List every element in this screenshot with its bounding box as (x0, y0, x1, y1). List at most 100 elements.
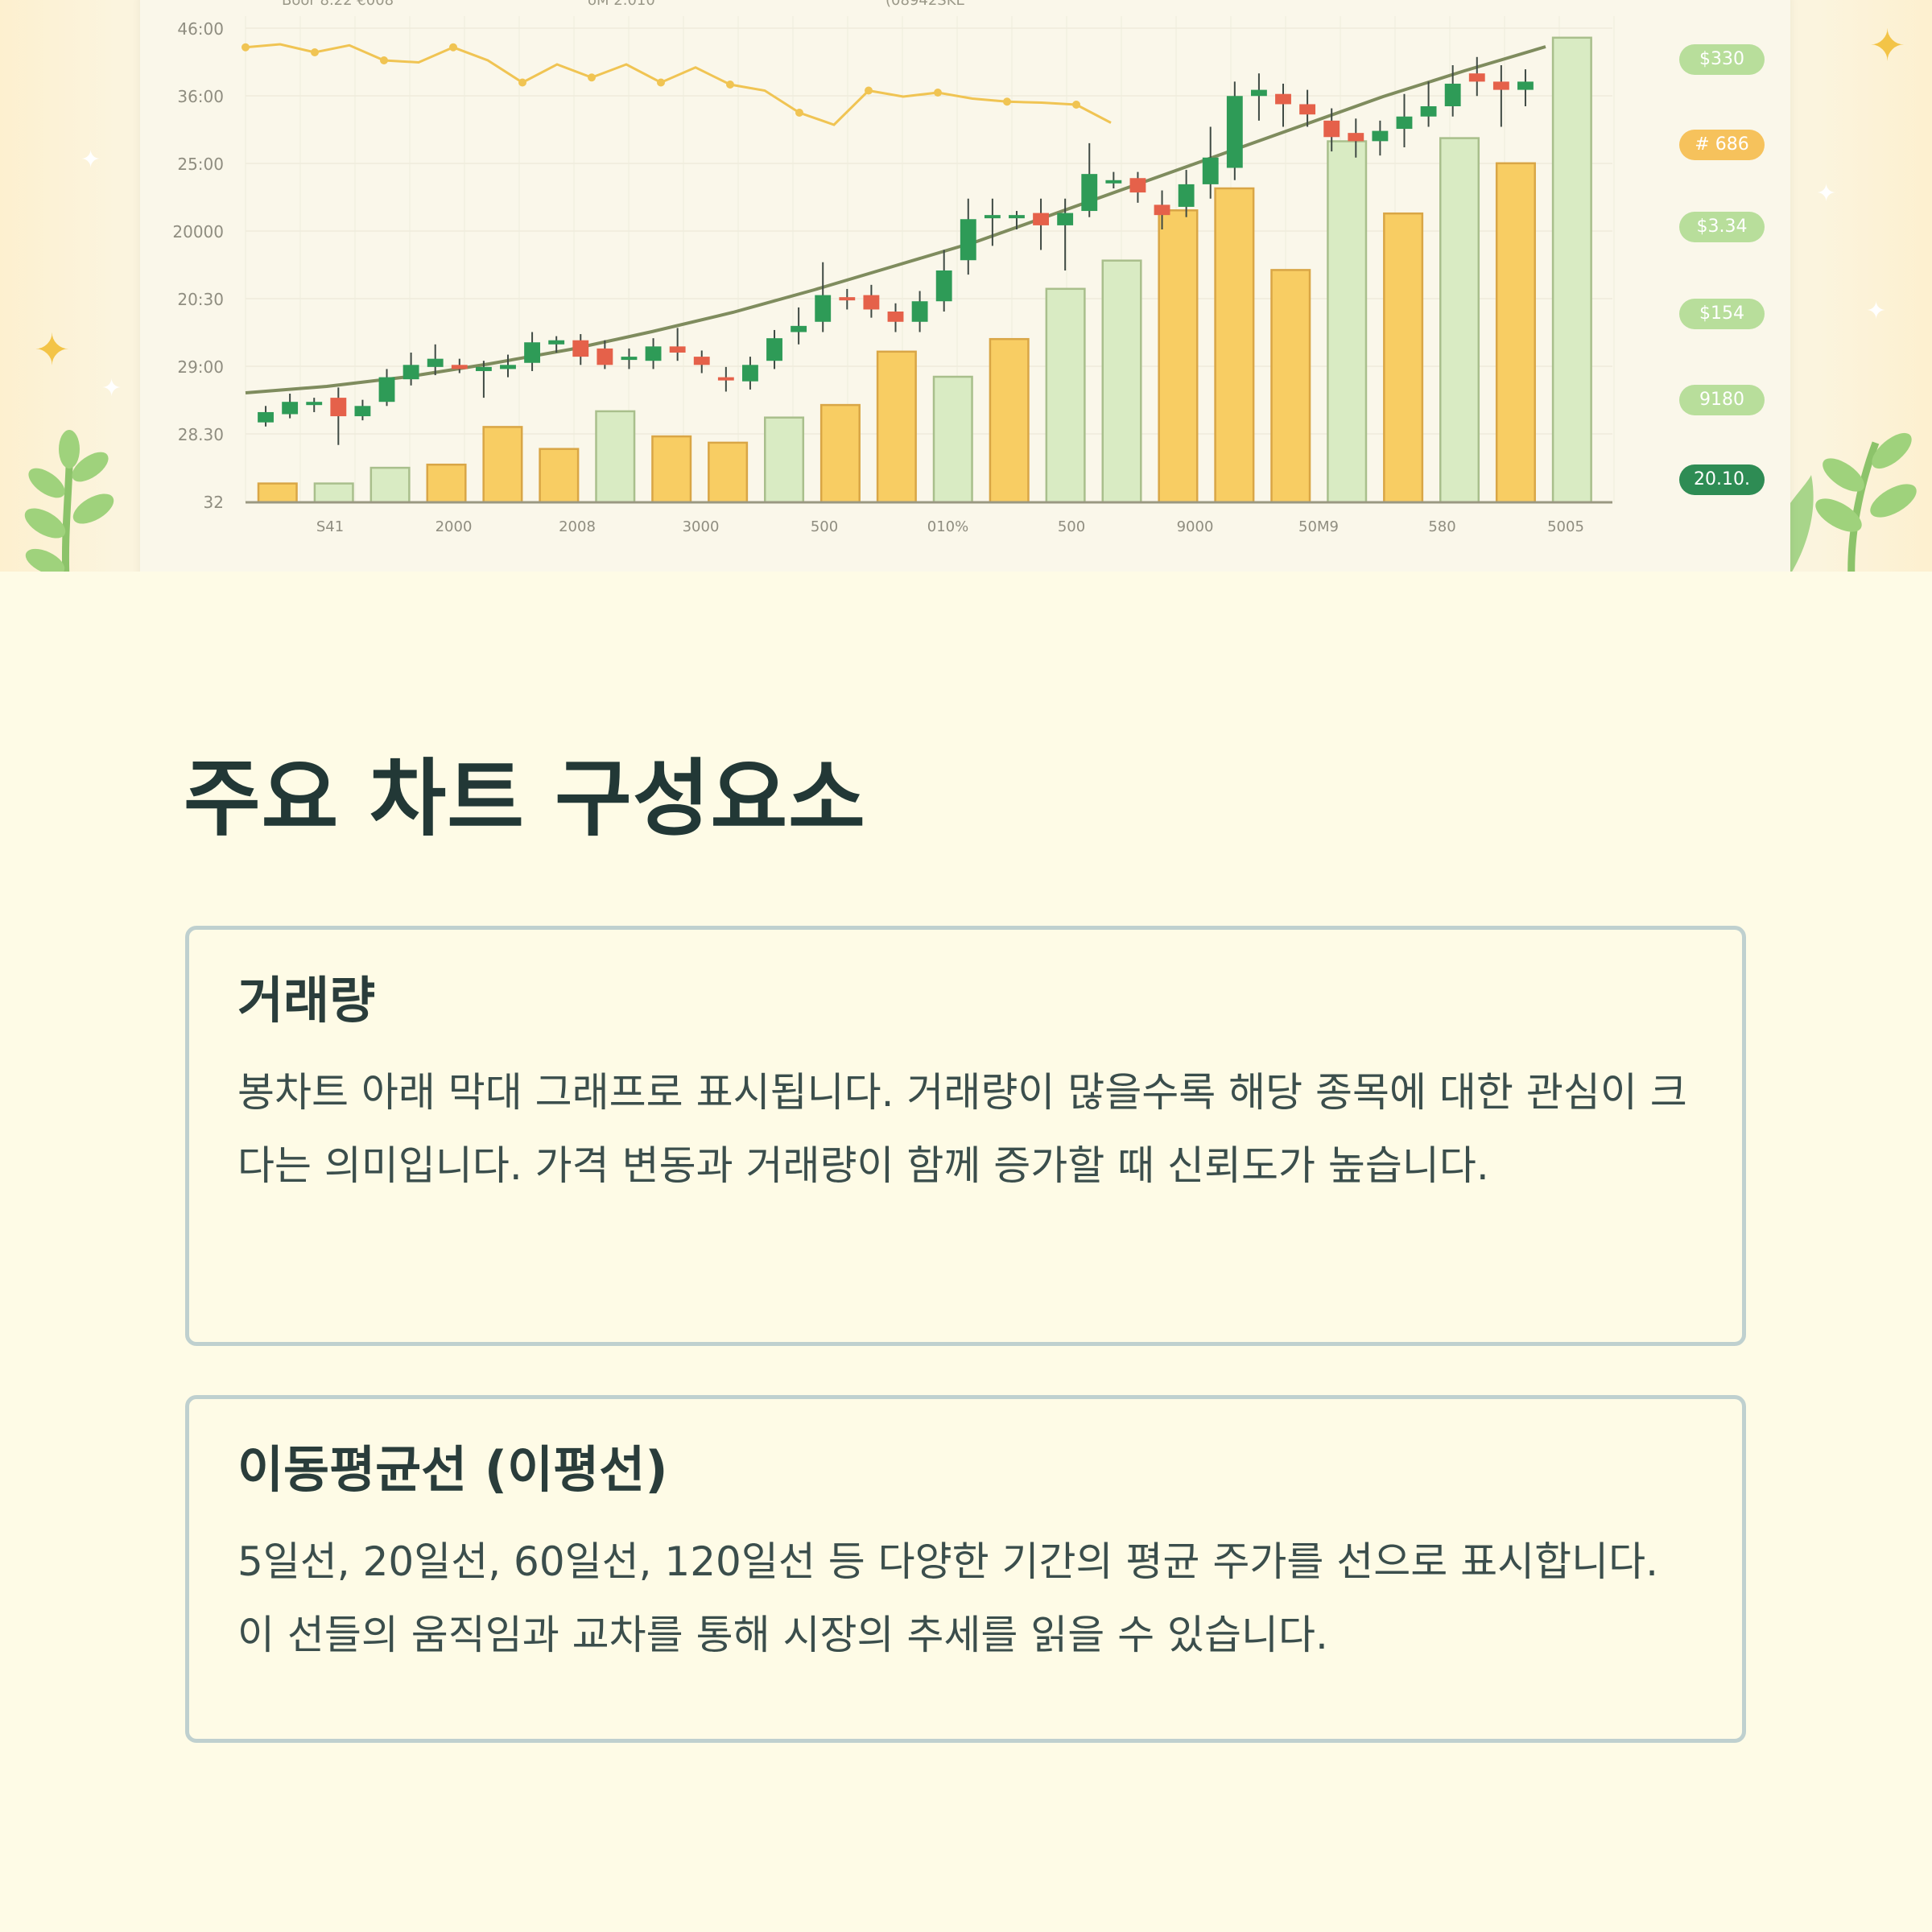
x-tick-label: S41 (316, 518, 344, 535)
leaf-left-icon (24, 430, 114, 572)
y-tick-label: 29:00 (177, 357, 224, 377)
candle-body (1420, 106, 1437, 117)
volume-bar (876, 350, 917, 504)
x-tick-label: 500 (1058, 518, 1085, 535)
candle-body (1299, 104, 1316, 115)
y-tick-label: 25:00 (177, 155, 224, 174)
candle-body (1033, 213, 1049, 225)
candle-body (887, 312, 904, 322)
top-label: oM 2.010 (588, 0, 655, 9)
moving-average-point (657, 78, 665, 87)
candle-body (402, 365, 419, 380)
volume-bar (1270, 269, 1311, 504)
candle-body (984, 215, 1001, 219)
volume-bar (1439, 137, 1480, 504)
y-tick-label: 20:30 (177, 290, 224, 309)
volume-bar (1101, 259, 1142, 504)
moving-average-line (245, 43, 1112, 126)
candle-body (1129, 178, 1146, 193)
candle-body (1081, 174, 1098, 212)
sparkle-icon: ✦ (80, 146, 101, 174)
volume-bar (257, 482, 298, 504)
candle-body (911, 301, 928, 322)
candle-body (839, 297, 856, 301)
candle-body (1009, 215, 1025, 219)
volume-bar (1327, 140, 1368, 504)
top-label: (08942SKE (886, 0, 965, 9)
candle-body (524, 342, 541, 363)
price-tag: # 686 (1679, 130, 1765, 160)
candle-body (1492, 81, 1509, 90)
volume-bar (819, 403, 861, 504)
candle-body (1178, 184, 1195, 207)
price-tag: 9180 (1679, 385, 1765, 415)
volume-bar (426, 463, 467, 504)
candle-body (863, 295, 880, 310)
sparkle-icon: ✦ (1869, 20, 1906, 71)
info-card-moving-average: 이동평균선 (이평선) 5일선, 20일선, 60일선, 120일선 등 다양한… (185, 1395, 1746, 1743)
moving-average-point (795, 109, 803, 117)
candle-body (1275, 93, 1291, 105)
candle-body (1154, 204, 1170, 216)
card-body: 봉차트 아래 막대 그래프로 표시됩니다. 거래량이 많을수록 해당 종목에 대… (237, 1069, 1687, 1190)
x-tick-label: 2000 (436, 518, 473, 535)
volume-bar (1383, 212, 1424, 504)
x-tick-label: 010% (927, 518, 968, 535)
candle-body (378, 377, 395, 402)
volume-bar (369, 466, 411, 504)
candle-body (1348, 133, 1364, 142)
x-tick-label: 580 (1428, 518, 1455, 535)
info-card-volume: 거래량 봉차트 아래 막대 그래프로 표시됩니다. 거래량이 많을수록 해당 종… (185, 926, 1746, 1346)
x-tick-label: 3000 (683, 518, 720, 535)
moving-average-point (588, 73, 596, 82)
moving-average-point (934, 89, 942, 97)
volume-bar (1214, 187, 1255, 504)
candle-body (1202, 157, 1219, 184)
candle-body (1323, 120, 1340, 138)
candle-body (645, 346, 662, 361)
moving-average-point (726, 80, 734, 89)
candle-body (354, 406, 371, 417)
card-title: 거래량 (237, 971, 376, 1030)
candle-body (621, 357, 638, 361)
volume-bar (595, 410, 636, 504)
volume-bar (764, 416, 805, 504)
candle-body (572, 340, 589, 357)
x-tick-label: 2008 (559, 518, 596, 535)
volume-bar (1551, 36, 1592, 504)
candle-body (1226, 96, 1243, 168)
moving-average-point (518, 78, 526, 87)
volume-bar (539, 448, 580, 504)
card-body: 5일선, 20일선, 60일선, 120일선 등 다양한 기간의 평균 주가를 … (237, 1538, 1659, 1659)
volume-bar (1495, 162, 1536, 504)
candle-body (500, 365, 516, 369)
candle-body (258, 411, 274, 423)
x-tick-label: 50M9 (1298, 518, 1339, 535)
sparkle-icon: ✦ (34, 324, 71, 375)
candle-body (815, 295, 832, 322)
y-tick-label: 28.30 (178, 425, 224, 444)
section-title: 주요 차트 구성요소 (184, 749, 866, 848)
candle-body (1396, 116, 1413, 130)
volume-bar (708, 441, 749, 504)
moving-average-point (242, 43, 250, 52)
candle-body (791, 325, 807, 332)
candle-body (669, 346, 686, 353)
candle-body (1057, 213, 1074, 225)
price-tag: 20.10. (1679, 464, 1765, 495)
candle-body (1444, 83, 1461, 106)
volume-bar (313, 482, 354, 504)
volume-bar (932, 375, 973, 504)
candle-body (1372, 130, 1389, 142)
x-tick-label: 9000 (1177, 518, 1214, 535)
candle-body (306, 402, 323, 406)
top-label: Boor 8.22 €008 (282, 0, 394, 9)
candle-body (1250, 89, 1267, 97)
candle-body (693, 357, 710, 365)
volume-bar (651, 435, 692, 504)
volume-bar (1158, 209, 1199, 504)
candle-body (742, 365, 758, 382)
candle-body (475, 366, 492, 371)
candle-body (960, 219, 976, 261)
candle-body (548, 340, 565, 345)
